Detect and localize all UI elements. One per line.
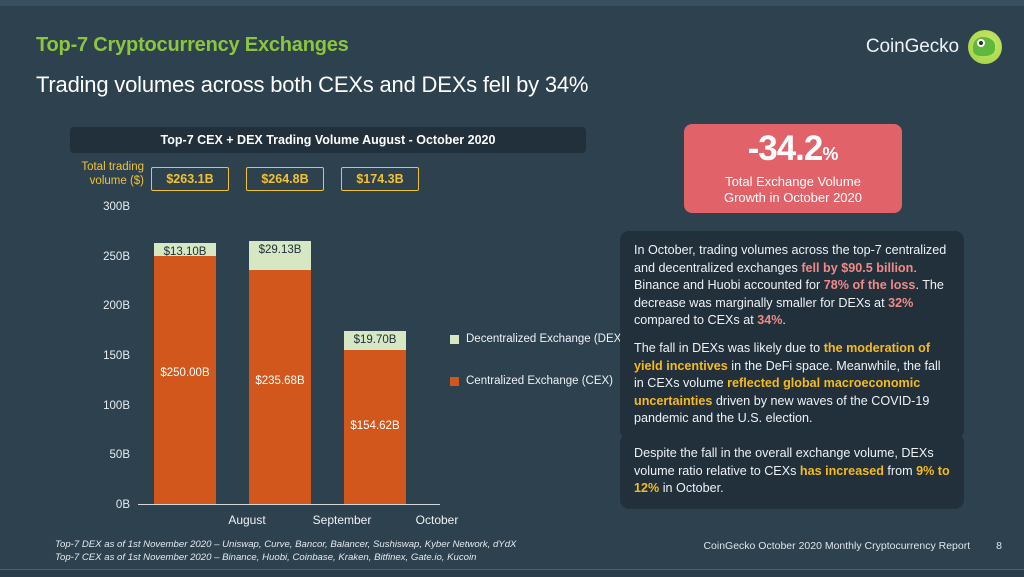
panel-3-text-part-4: 9% to 12% xyxy=(634,463,950,496)
y-tick-150B: 150B xyxy=(103,350,130,362)
bar-group-september[interactable]: $29.13B $235.68B xyxy=(249,240,311,504)
bar-group-august[interactable]: $13.10B $250.00B xyxy=(154,242,216,504)
panel-2-text-part-4: reflected global macroeconomic uncertain… xyxy=(634,376,921,408)
bar-chart-plot: 300B 250B 200B 150B 100B 50B 0B $13.10B $250.00… xyxy=(80,198,625,527)
insight-panel-3: Despite the fall in the overall exchange… xyxy=(620,434,964,509)
panel-3-text-part-5: in October. xyxy=(659,481,724,495)
stat-card-percent-symbol: % xyxy=(822,144,839,164)
panel-2-text-part-5: driven by new waves of the COVID-19 pand… xyxy=(634,393,930,426)
bar-label-cex-september: $235.68B xyxy=(255,375,305,388)
legend-label-cex: Centralized Exchange (CEX) xyxy=(466,375,614,387)
panel-2-text-part-1: The fall in DEXs was likely due to xyxy=(634,341,824,355)
page-title: Trading volumes across both CEXs and DEX… xyxy=(36,72,589,97)
legend-swatch-dex-icon xyxy=(450,334,459,344)
page-kicker: Top-7 Cryptocurrency Exchanges xyxy=(36,34,349,56)
bar-segment-cex-october[interactable]: $154.62B xyxy=(344,350,406,504)
legend-item-dex: Decentralized Exchange (DEX) xyxy=(450,333,650,345)
footer-report-name: CoinGecko October 2020 Monthly Cryptocur… xyxy=(703,540,971,552)
bottom-edge-strip xyxy=(0,569,1024,577)
panel-1-text-part-9: . xyxy=(782,313,786,327)
total-volume-august: $263.1B xyxy=(151,167,229,191)
gecko-logo-icon xyxy=(968,30,1002,64)
chart-legend: Decentralized Exchange (DEX) Centralized… xyxy=(450,333,650,417)
total-volume-september: $264.8B xyxy=(246,167,324,191)
panel-3-text-part-1: Despite the fall in the overall exchange… xyxy=(634,446,934,478)
y-tick-0B: 0B xyxy=(115,499,130,511)
panel-1-text-part-2: fell by $90.5 billion xyxy=(801,260,914,275)
total-volume-october: $174.3B xyxy=(341,167,419,191)
stat-card-caption-line2: Growth in October 2020 xyxy=(723,190,863,205)
stat-card-number: -34.2 xyxy=(747,129,824,168)
y-tick-300B: 300B xyxy=(103,201,130,213)
panel-3-text-part-2: has increased xyxy=(799,463,884,478)
bar-series-container: $13.10B $250.00B $29.13B $235.68B $19.70B $15… xyxy=(138,206,438,504)
bar-label-dex-august: $13.10B xyxy=(163,245,207,258)
bar-segment-dex-october[interactable]: $19.70B xyxy=(344,330,406,351)
legend-swatch-cex-icon xyxy=(450,376,459,386)
gecko-pupil-shape xyxy=(979,41,983,45)
x-label-september: September xyxy=(312,513,372,527)
coingecko-brand: CoinGecko xyxy=(866,30,1002,64)
footer-page-number: 8 xyxy=(996,540,1002,552)
insight-panel-1: In October, trading volumes across the t… xyxy=(620,231,964,341)
insight-panel-2: The fall in DEXs was likely due to the m… xyxy=(620,329,964,439)
legend-label-dex: Decentralized Exchange (DEX) xyxy=(466,333,626,345)
panel-1-text-part-6: 32% xyxy=(888,295,914,310)
total-volume-row: Total trading volume ($) $263.1B $264.8B… xyxy=(66,160,626,194)
panel-3-text-part-3: from xyxy=(883,463,917,478)
top-edge-strip xyxy=(0,0,1024,6)
panel-1-text-part-8: 34% xyxy=(757,313,783,327)
brand-name: CoinGecko xyxy=(865,36,959,57)
y-tick-50B: 50B xyxy=(109,449,130,462)
y-tick-100B: 100B xyxy=(103,399,130,412)
y-tick-250B: 250B xyxy=(103,250,130,263)
bar-label-dex-september: $29.13B xyxy=(258,243,302,256)
footnote-cex: Top-7 CEX as of 1st November 2020 – Bina… xyxy=(55,552,477,563)
total-volume-label-line2: volume ($) xyxy=(89,175,144,187)
panel-2-text-part-2: the moderation of yield incentives xyxy=(634,341,931,373)
x-label-august: August xyxy=(228,513,266,527)
bar-segment-dex-september[interactable]: $29.13B xyxy=(249,240,311,270)
stat-card-volume-growth: -34.2% Total Exchange Volume Growth in O… xyxy=(684,124,902,213)
bar-segment-dex-august[interactable]: $13.10B xyxy=(154,242,216,258)
total-volume-label: Total trading volume ($) xyxy=(66,160,144,188)
panel-1-text-part-7: compared to CEXs at xyxy=(634,313,758,327)
panel-1-text-part-5: . The decrease was marginally smaller fo… xyxy=(634,278,944,310)
total-volume-label-line1: Total trading xyxy=(81,161,144,173)
footnote-dex: Top-7 DEX as of 1st November 2020 – Unis… xyxy=(55,539,517,550)
bar-group-october[interactable]: $19.70B $154.62B xyxy=(344,330,406,504)
legend-item-cex: Centralized Exchange (CEX) xyxy=(450,375,650,387)
bar-segment-cex-september[interactable]: $235.68B xyxy=(249,269,311,504)
panel-2-text-part-3: in the DeFi space. Meanwhile, the fall i… xyxy=(634,358,941,391)
chart-title: Top-7 CEX + DEX Trading Volume August - … xyxy=(160,133,496,147)
x-label-october: October xyxy=(415,513,459,527)
bar-label-cex-august: $250.00B xyxy=(160,367,210,380)
bar-segment-cex-august[interactable]: $250.00B xyxy=(154,255,216,504)
y-tick-200B: 200B xyxy=(103,300,130,313)
chart-title-bar: Top-7 CEX + DEX Trading Volume August - … xyxy=(70,127,586,153)
x-axis-line xyxy=(138,504,440,505)
bar-label-dex-october: $19.70B xyxy=(353,333,397,346)
stat-card-value: -34.2% xyxy=(748,131,839,172)
panel-1-text-part-1: In October, trading volumes across the t… xyxy=(634,243,947,275)
stat-card-caption: Total Exchange Volume Growth in October … xyxy=(724,174,862,206)
panel-1-text-part-4: 78% of the loss xyxy=(823,278,916,292)
footnotes: Top-7 DEX as of 1st November 2020 – Unis… xyxy=(55,538,516,564)
stat-card-caption-line1: Total Exchange Volume xyxy=(725,174,861,189)
bar-label-cex-october: $154.62B xyxy=(350,419,400,432)
footer: CoinGecko October 2020 Monthly Cryptocur… xyxy=(703,540,1002,552)
panel-1-text-part-3: . Binance and Huobi accounted for xyxy=(634,260,917,293)
